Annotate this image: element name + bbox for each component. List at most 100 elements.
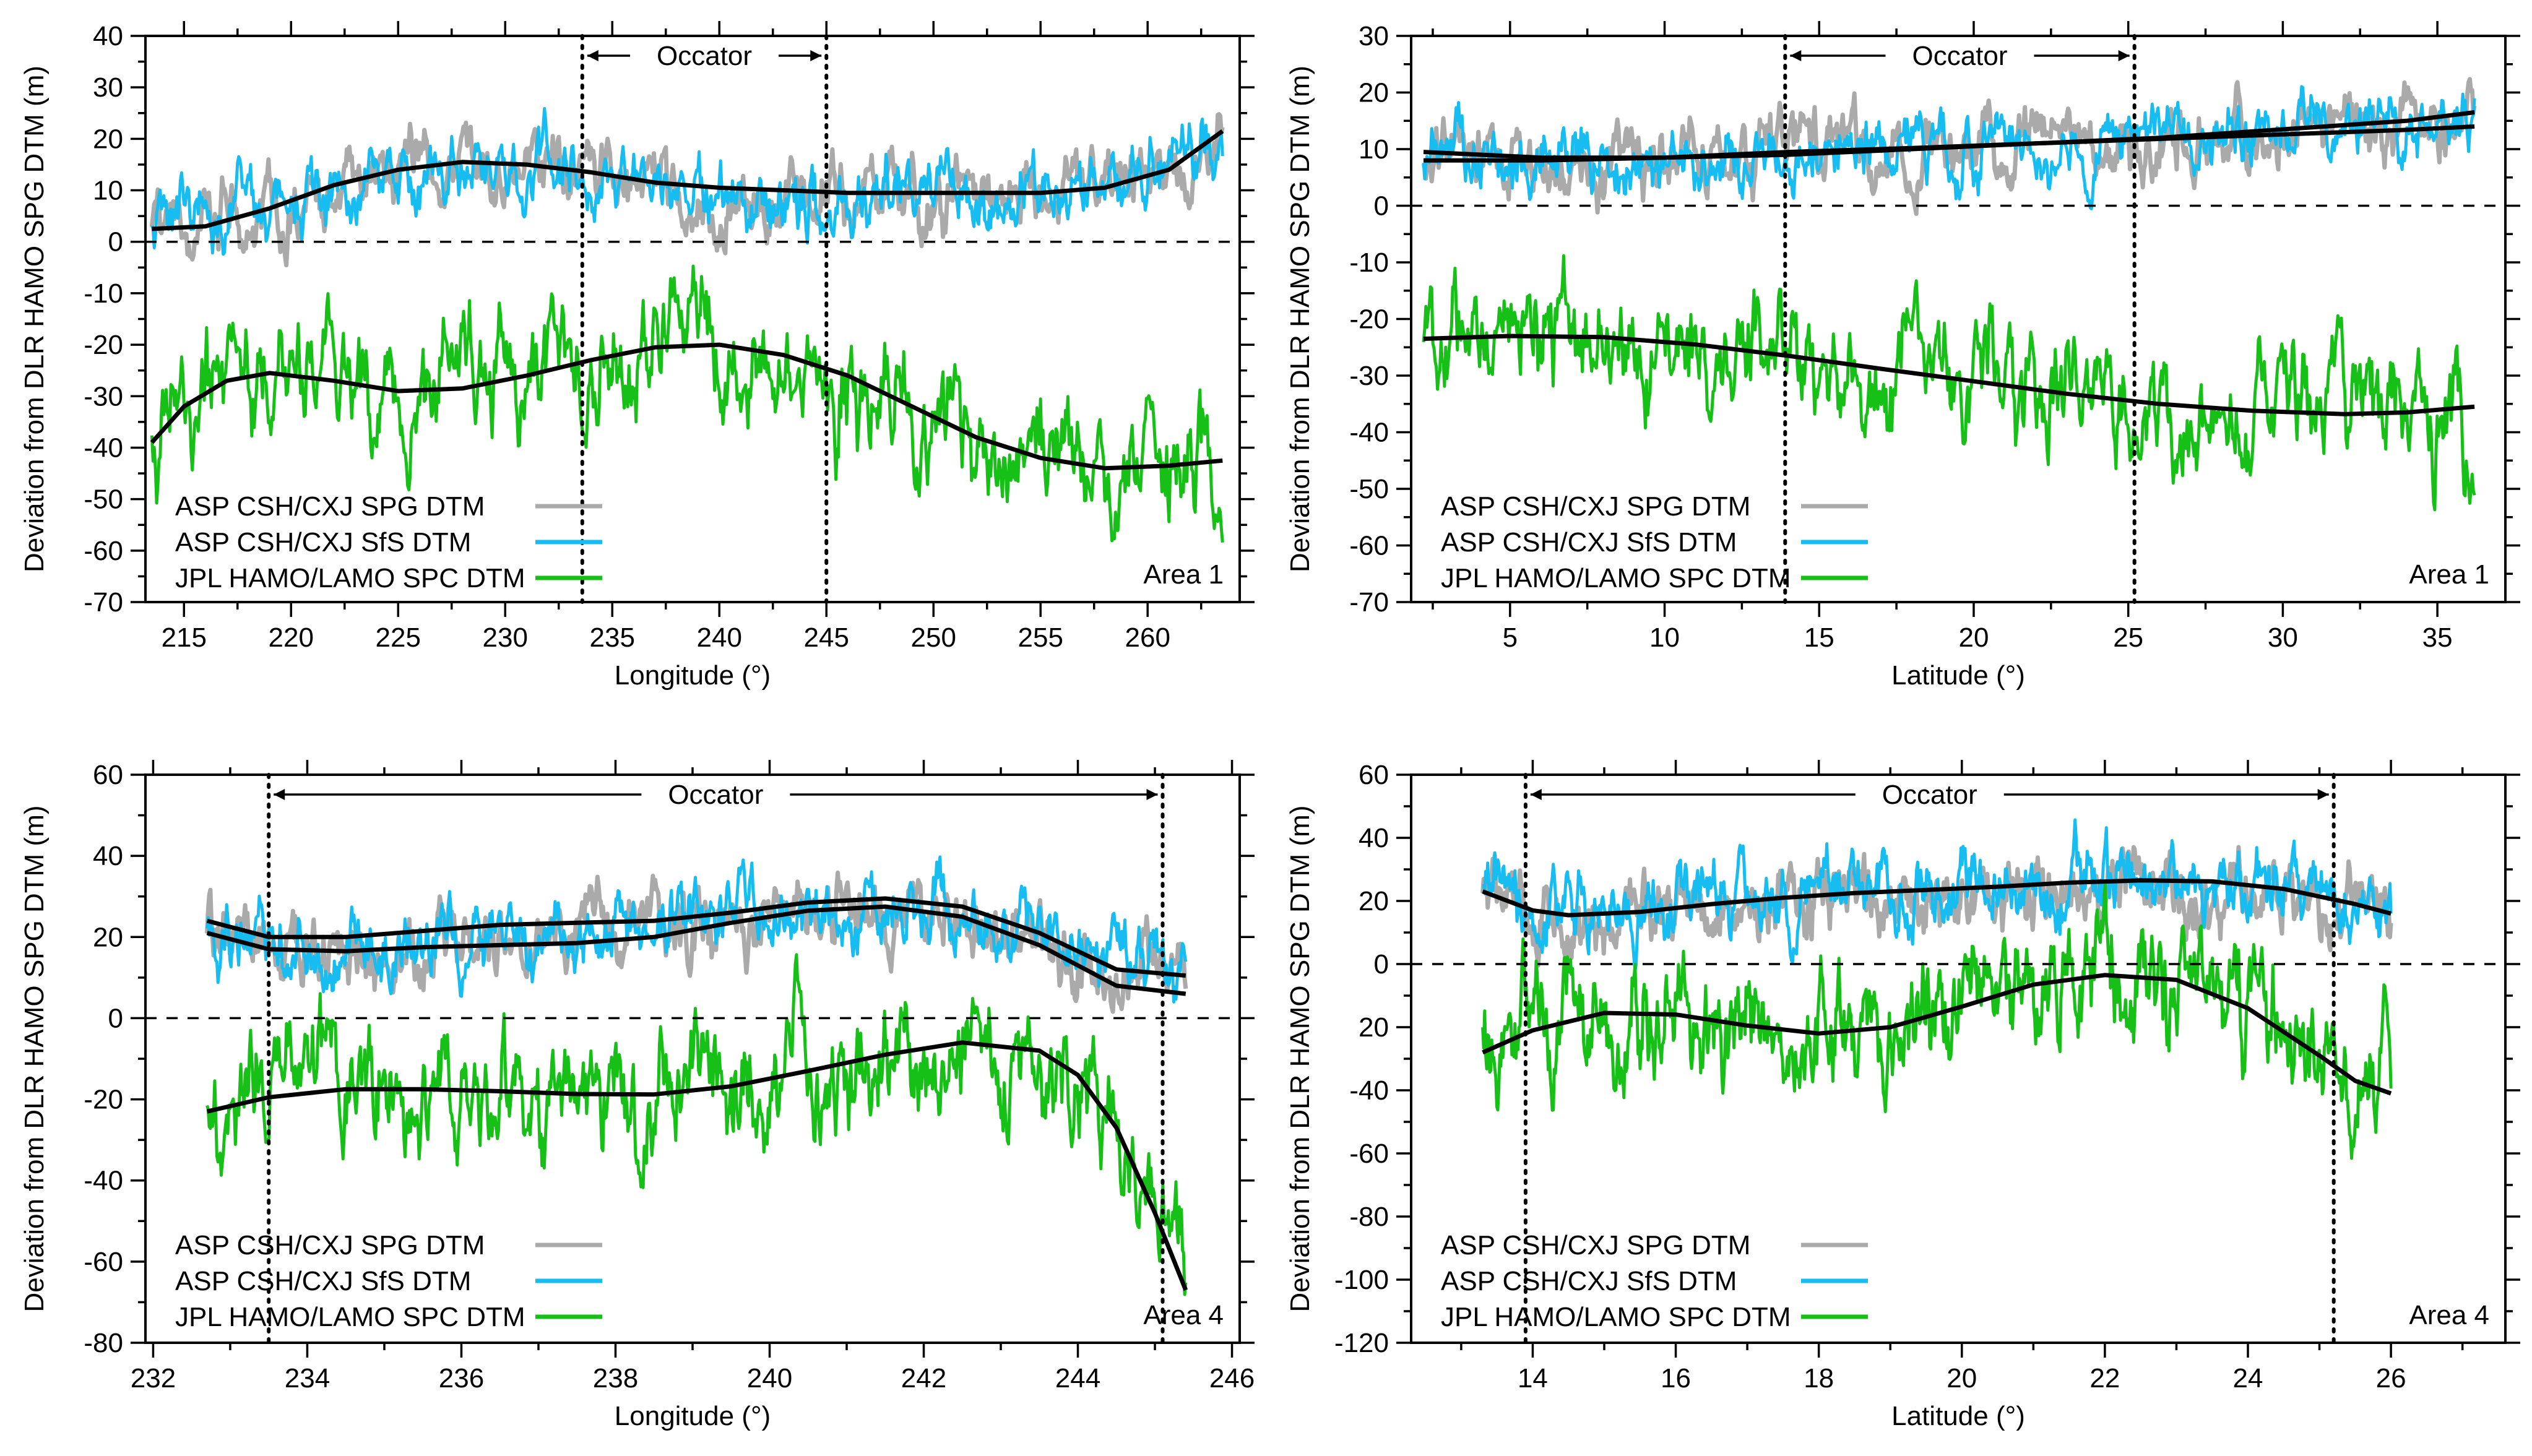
x-tick-label: 22 [2089, 1363, 2120, 1394]
x-tick-label: 236 [439, 1363, 484, 1394]
arrow-head [587, 50, 598, 61]
chart-panel-bottom-left: Occator 232 234 236 238 240 242 244 246 -80 -60 -40… [19, 760, 1255, 1431]
series-spc [1481, 882, 2393, 1160]
y-tick-label: -60 [84, 536, 123, 566]
y-tick-label: 60 [1359, 760, 1389, 790]
x-tick-label: 25 [2113, 622, 2143, 653]
y-tick-label: 0 [108, 1003, 123, 1033]
y-tick-label: 0 [108, 227, 123, 257]
area-label: Area 4 [1143, 1300, 1224, 1330]
area-label: Area 4 [2409, 1300, 2489, 1330]
y-tick-label: 10 [1359, 134, 1389, 165]
y-tick-label: -20 [84, 1085, 123, 1115]
y-tick-label: 60 [93, 760, 123, 790]
x-tick-label: 230 [483, 622, 528, 653]
y-tick-label: 20 [93, 922, 123, 952]
arrow-head [2118, 50, 2130, 61]
y-tick-label: -50 [1349, 474, 1389, 504]
legend-label: JPL HAMO/LAMO SPC DTM [1441, 1302, 1791, 1332]
y-tick-label: -10 [1349, 248, 1389, 278]
arrow-head [2317, 789, 2329, 800]
fit-curve [206, 1040, 1188, 1291]
x-tick-label: 18 [1804, 1363, 1834, 1394]
y-tick-label: -60 [1349, 1139, 1389, 1169]
x-tick-label: 15 [1804, 622, 1834, 653]
legend-label: ASP CSH/CXJ SPG DTM [1441, 1230, 1750, 1260]
occator-label: Occator [1912, 41, 2007, 71]
y-axis-label: Deviation from DLR HAMO SPG DTM (m) [1285, 806, 1315, 1312]
chart-panel-top-right: Occator 5 10 15 20 25 30 35 -70 -60 -50 -40 -30 -20 -1… [1285, 21, 2520, 691]
legend-label: JPL HAMO/LAMO SPC DTM [175, 563, 525, 593]
fit-curve [206, 896, 1186, 978]
arrow-head [810, 50, 822, 61]
arrow-head [274, 789, 285, 800]
x-axis-label: Latitude (°) [1891, 660, 2025, 691]
arrow-head [1790, 50, 1802, 61]
y-axis-label: Deviation from DLR HAMO SPG DTM (m) [19, 66, 50, 572]
x-tick-label: 5 [1503, 622, 1518, 653]
y-tick-label: 40 [1359, 823, 1389, 853]
y-tick-label: 10 [93, 176, 123, 206]
x-tick-label: 220 [269, 622, 314, 653]
series-sfs [205, 855, 1188, 1004]
x-tick-label: 245 [804, 622, 849, 653]
y-tick-label: -50 [84, 485, 123, 515]
arrow-head [1530, 789, 1542, 800]
y-tick-label: 0 [1374, 949, 1389, 980]
x-axis-label: Longitude (°) [615, 660, 771, 691]
legend-label: JPL HAMO/LAMO SPC DTM [1441, 563, 1791, 593]
legend-label: JPL HAMO/LAMO SPC DTM [175, 1302, 525, 1332]
y-axis-label: Deviation from DLR HAMO SPG DTM (m) [1285, 66, 1315, 572]
x-tick-label: 232 [131, 1363, 176, 1394]
legend-label: ASP CSH/CXJ SPG DTM [175, 1230, 485, 1260]
x-tick-label: 24 [2233, 1363, 2263, 1394]
x-tick-label: 240 [747, 1363, 792, 1394]
y-tick-label: -100 [1334, 1265, 1389, 1295]
plot-area [205, 855, 1188, 1296]
x-tick-label: 255 [1018, 622, 1063, 653]
x-tick-label: 20 [1958, 622, 1989, 653]
y-tick-label: -70 [84, 587, 123, 618]
x-tick-label: 234 [285, 1363, 330, 1394]
fit-curve [206, 904, 1186, 996]
x-tick-label: 20 [1947, 1363, 1977, 1394]
y-tick-label: -20 [84, 330, 123, 360]
x-tick-label: 35 [2422, 622, 2453, 653]
plot-area [1421, 77, 2477, 512]
x-tick-label: 10 [1649, 622, 1680, 653]
y-tick-label: -30 [84, 381, 123, 411]
occator-label: Occator [668, 780, 763, 810]
y-tick-label: 20 [1359, 886, 1389, 916]
series-sfs [150, 106, 1224, 256]
y-tick-label: -20 [1349, 304, 1389, 335]
x-tick-label: 244 [1055, 1363, 1100, 1394]
fit-curve [150, 342, 1223, 471]
x-axis-label: Latitude (°) [1891, 1401, 2025, 1431]
x-tick-label: 215 [162, 622, 207, 653]
x-tick-label: 14 [1518, 1363, 1548, 1394]
x-tick-label: 225 [376, 622, 421, 653]
x-tick-label: 16 [1661, 1363, 1691, 1394]
legend-label: ASP CSH/CXJ SfS DTM [175, 527, 471, 558]
y-tick-label: -40 [84, 433, 123, 463]
y-tick-label: -80 [84, 1328, 123, 1358]
fit-curve [1423, 110, 2475, 160]
occator-label: Occator [657, 41, 752, 71]
legend-label: ASP CSH/CXJ SfS DTM [1441, 1266, 1737, 1296]
y-tick-label: 0 [1374, 191, 1389, 222]
y-tick-label: 30 [93, 72, 123, 103]
y-tick-label: -60 [1349, 531, 1389, 561]
legend-label: ASP CSH/CXJ SPG DTM [1441, 491, 1750, 522]
x-tick-label: 260 [1125, 622, 1170, 653]
y-tick-label: -60 [84, 1247, 123, 1277]
y-tick-label: 20 [1359, 1012, 1389, 1043]
legend-label: ASP CSH/CXJ SPG DTM [175, 491, 485, 522]
chart-panel-top-left: Occator 215 220 225 230 235 240 245 250 255 260 -70… [19, 21, 1255, 691]
fit-curve [1482, 878, 2392, 918]
x-tick-label: 235 [590, 622, 635, 653]
plot-area [149, 106, 1225, 543]
legend-label: ASP CSH/CXJ SfS DTM [175, 1266, 471, 1296]
y-tick-label: 20 [93, 124, 123, 154]
x-tick-label: 242 [901, 1363, 946, 1394]
